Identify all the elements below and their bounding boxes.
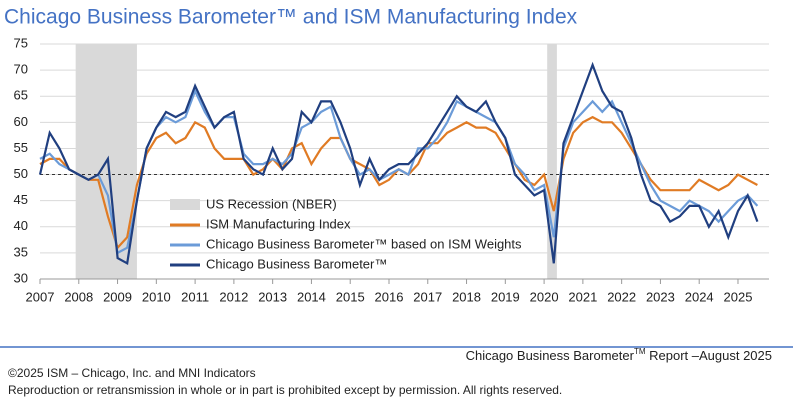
y-tick-label: 70 <box>14 62 28 77</box>
y-tick-label: 60 <box>14 114 28 129</box>
legend-label: ISM Manufacturing Index <box>206 216 351 231</box>
series-line <box>39 88 759 255</box>
x-tick-label: 2013 <box>258 289 287 304</box>
x-tick-label: 2023 <box>646 289 675 304</box>
x-tick-label: 2024 <box>685 289 714 304</box>
x-tick-label: 2020 <box>530 289 559 304</box>
chart-title: Chicago Business Barometer™ and ISM Manu… <box>4 6 578 29</box>
y-tick-label: 40 <box>14 218 28 233</box>
x-tick-label: 2007 <box>26 289 55 304</box>
rights: Reproduction or retransmission in whole … <box>8 383 562 397</box>
x-tick-label: 2019 <box>491 289 520 304</box>
legend-label: Chicago Business Barometer™ <box>206 256 387 271</box>
recession-band <box>547 44 557 279</box>
legend-label: Chicago Business Barometer™ based on ISM… <box>206 236 522 251</box>
y-tick-label: 45 <box>14 192 28 207</box>
series-line <box>38 61 759 266</box>
y-tick-label: 35 <box>14 244 28 259</box>
copyright: ©2025 ISM – Chicago, Inc. and MNI Indica… <box>8 366 256 380</box>
y-tick-label: 50 <box>14 166 28 181</box>
x-tick-label: 2008 <box>64 289 93 304</box>
legend-swatch <box>170 199 200 210</box>
x-tick-label: 2014 <box>297 289 326 304</box>
x-tick-label: 2010 <box>142 289 171 304</box>
x-tick-label: 2012 <box>219 289 248 304</box>
legend-label: US Recession (NBER) <box>206 196 337 211</box>
y-tick-label: 65 <box>14 88 28 103</box>
x-tick-label: 2015 <box>336 289 365 304</box>
x-tick-label: 2018 <box>452 289 481 304</box>
report-line: Chicago Business BarometerTM Report –Aug… <box>466 347 772 363</box>
y-tick-label: 30 <box>14 270 28 285</box>
x-tick-label: 2017 <box>413 289 442 304</box>
x-tick-label: 2009 <box>103 289 132 304</box>
x-tick-label: 2011 <box>181 289 209 304</box>
report-prefix: Chicago Business Barometer <box>466 348 635 363</box>
x-tick-label: 2016 <box>375 289 404 304</box>
report-sup: TM <box>634 347 646 356</box>
plot-area: 30 35 40 45 50 55 60 65 70 75 2007 2008 2009 2010 2011… <box>14 35 769 304</box>
report-suffix: Report –August 2025 <box>646 348 772 363</box>
y-tick-label: 75 <box>14 35 28 50</box>
x-tick-label: 2025 <box>724 289 753 304</box>
x-tick-label: 2022 <box>607 289 636 304</box>
y-tick-label: 55 <box>14 140 28 155</box>
x-tick-label: 2021 <box>568 289 597 304</box>
